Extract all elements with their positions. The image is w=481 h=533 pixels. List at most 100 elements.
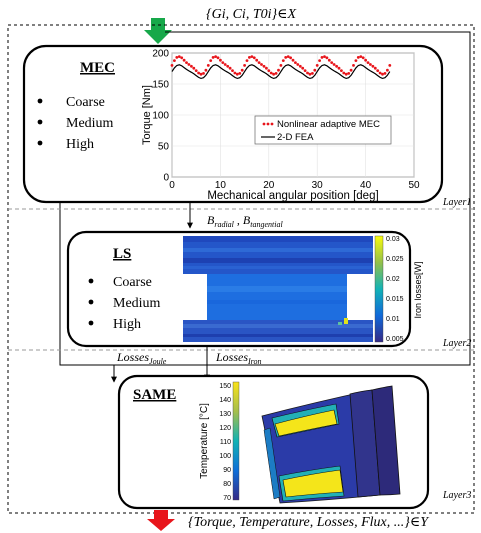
series-point (340, 69, 343, 72)
series-point (301, 66, 305, 70)
iron-losses-colorbar: 0.03 0.025 0.02 0.015 0.01 0.005 Iron losses[… (374, 235, 423, 343)
series-point (332, 63, 336, 66)
series-point (286, 55, 290, 58)
layer3-label: Layer3 (442, 490, 471, 501)
ls-box: LS Coarse Medium High 0.030 (66, 230, 423, 348)
series-point (175, 56, 179, 59)
series-point (294, 61, 297, 64)
series-point (344, 72, 348, 76)
legend-label: Nonlinear adaptive MEC (277, 119, 380, 130)
series-point (306, 71, 309, 75)
series-point (204, 68, 208, 72)
series-point (364, 58, 367, 62)
series-point (177, 55, 181, 58)
series-point (228, 66, 232, 70)
series-point (369, 63, 372, 66)
series-point (269, 71, 273, 75)
series-point (298, 64, 302, 68)
series-point (318, 59, 321, 62)
mec-box: MEC Coarse Medium High 0 10 20 30 40 50 0 50 100… (22, 44, 444, 204)
series-point (267, 69, 271, 72)
series-point (187, 63, 191, 66)
series-point (315, 64, 319, 67)
series-point (352, 64, 355, 67)
series-point (284, 56, 288, 59)
colorbar-tick-label: 0.01 (386, 316, 400, 323)
series-point (388, 64, 392, 67)
series-point (185, 61, 188, 64)
series-point (361, 56, 365, 60)
series-point (337, 66, 341, 70)
series-point (279, 64, 283, 67)
outer-dashed-frame (7, 24, 475, 514)
colorbar-tick-label: 150 (219, 383, 231, 390)
same-title: SAME (133, 387, 176, 403)
series-point (199, 72, 203, 76)
chart-ticks: 0 10 20 30 40 50 0 50 100 150 200 (152, 49, 420, 192)
thermal-map (261, 385, 401, 504)
series-point (313, 68, 317, 72)
series-point (347, 72, 351, 75)
series-point (238, 72, 242, 75)
series-point (257, 61, 261, 64)
chart-series (170, 55, 392, 80)
series-point (274, 72, 278, 75)
series-point (245, 59, 249, 62)
series-point (366, 61, 370, 64)
series-point (211, 56, 215, 59)
series-point (325, 56, 329, 60)
series-point (376, 69, 380, 72)
legend-label: 2-D FEA (277, 132, 314, 143)
same-box: SAME 150 140 130 120 110 100 90 80 70 Temperatur… (117, 374, 430, 510)
ls-bullet: High (113, 317, 141, 332)
colorbar-label: Temperature [°C] (199, 403, 210, 479)
x-tick-label: 0 (169, 180, 175, 191)
series-point (262, 64, 266, 68)
ls-bullet: Coarse (113, 275, 152, 290)
mec-torque-chart: 0 10 20 30 40 50 0 50 100 150 200 Nonlinear adapti… (141, 49, 420, 203)
colorbar-tick-label: 130 (219, 411, 231, 418)
series-point (381, 72, 384, 76)
series-point (386, 68, 389, 72)
colorbar-tick-label: 120 (219, 425, 231, 432)
ls-title: LS (113, 246, 131, 262)
series-point (296, 63, 300, 66)
layer2-label: Layer2 (442, 338, 471, 349)
series-point (182, 58, 186, 62)
series-point (383, 72, 387, 75)
series-point (221, 61, 225, 64)
series-point (170, 64, 174, 67)
series-point (255, 58, 259, 62)
routing-frame (59, 31, 471, 366)
series-point (359, 55, 363, 58)
series-point (281, 59, 285, 62)
y-tick-label: 0 (163, 173, 169, 184)
layer1-label: Layer1 (442, 197, 471, 208)
series-point (180, 56, 184, 60)
series-point (206, 64, 210, 67)
series-point (190, 64, 193, 68)
series-point (342, 71, 346, 75)
input-arrow (144, 18, 172, 44)
chart-legend: Nonlinear adaptive MEC 2-D FEA (254, 115, 392, 145)
series-point (356, 56, 360, 59)
series-point (289, 56, 292, 60)
mec-bullet: Medium (66, 116, 114, 131)
chart-grid (171, 52, 415, 178)
colorbar-label: Iron losses[W] (413, 261, 423, 318)
series-point (214, 55, 218, 58)
series-point (272, 72, 275, 76)
output-label: {Torque, Temperature, Losses, Flux, ...}… (188, 515, 430, 530)
x-tick-label: 30 (312, 180, 324, 191)
series-point (371, 64, 375, 68)
ls-bullet-list: Coarse Medium High (88, 275, 161, 332)
colorbar-ticks: 150 140 130 120 110 100 90 80 70 (219, 383, 231, 502)
colorbar-tick-label: 110 (220, 439, 231, 446)
series-point (240, 68, 244, 72)
x-tick-label: 10 (215, 180, 227, 191)
series-point (308, 72, 312, 76)
colorbar-tick-label: 80 (223, 481, 231, 488)
mec-bullet-list: Coarse Medium High (37, 95, 114, 152)
series-point (252, 56, 256, 60)
series-point (373, 66, 377, 70)
